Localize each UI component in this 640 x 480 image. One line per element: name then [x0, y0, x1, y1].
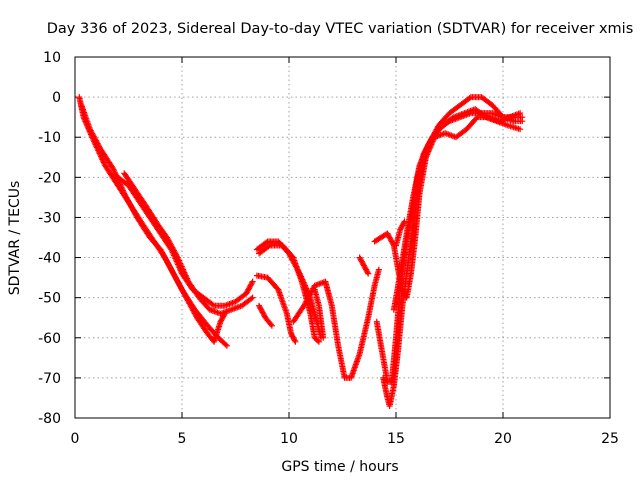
- y-tick-label: -50: [38, 291, 61, 307]
- series-track-4: [121, 170, 256, 317]
- y-tick-label: -70: [38, 371, 61, 387]
- data-point: [263, 239, 270, 246]
- y-tick-label: 0: [52, 90, 61, 106]
- data-point: [519, 114, 526, 121]
- data-point: [320, 334, 327, 341]
- y-tick-label: 10: [43, 50, 61, 66]
- series-track-7: [253, 272, 299, 345]
- y-tick-label: -80: [38, 411, 61, 427]
- y-tick-label: -40: [38, 251, 61, 267]
- data-point: [364, 269, 371, 276]
- data-point: [315, 338, 322, 345]
- data-point: [375, 266, 382, 273]
- data-point: [248, 279, 255, 286]
- data-point: [249, 278, 256, 285]
- data-point: [291, 337, 298, 344]
- x-axis-title: GPS time / hours: [281, 459, 398, 475]
- series-track-16: [393, 218, 408, 249]
- data-point: [265, 243, 272, 250]
- series-track-11: [356, 254, 372, 277]
- data-point: [400, 219, 407, 226]
- y-tick-label: -30: [38, 210, 61, 226]
- series-track-14: [371, 110, 524, 301]
- data-point: [466, 95, 473, 102]
- y-tick-label: -10: [38, 130, 61, 146]
- series-track-8: [256, 302, 275, 329]
- data-point: [223, 342, 230, 349]
- x-tick-label: 20: [494, 431, 512, 447]
- data-points: [76, 94, 526, 409]
- tick-labels: 0 5 10 15 20 25 10 0 -10 -20 -30 -40 -50 -60 -70 -80: [38, 50, 619, 447]
- data-point: [248, 295, 255, 302]
- data-point: [249, 294, 256, 301]
- data-point: [365, 270, 372, 277]
- y-axis-title: SDTVAR / TECUs: [7, 181, 23, 296]
- x-tick-label: 25: [601, 431, 619, 447]
- y-tick-label: -60: [38, 331, 61, 347]
- x-tick-label: 10: [280, 431, 298, 447]
- data-point: [401, 218, 408, 225]
- x-tick-label: 0: [71, 431, 80, 447]
- data-point: [517, 126, 524, 133]
- data-point: [267, 321, 274, 328]
- series-track-15: [390, 110, 526, 313]
- data-point: [268, 322, 275, 329]
- data-point: [222, 341, 229, 348]
- series-track-10: [311, 286, 327, 341]
- x-tick-label: 5: [178, 431, 187, 447]
- x-tick-label: 15: [387, 431, 405, 447]
- plot-frame: [74, 56, 611, 419]
- data-point: [314, 337, 321, 344]
- y-tick-label: -20: [38, 170, 61, 186]
- data-point: [292, 338, 299, 345]
- series-track-9: [290, 266, 382, 381]
- data-point: [209, 301, 216, 308]
- chart-title: Day 336 of 2023, Sidereal Day-to-day VTE…: [47, 21, 634, 37]
- series-track-2: [78, 102, 230, 349]
